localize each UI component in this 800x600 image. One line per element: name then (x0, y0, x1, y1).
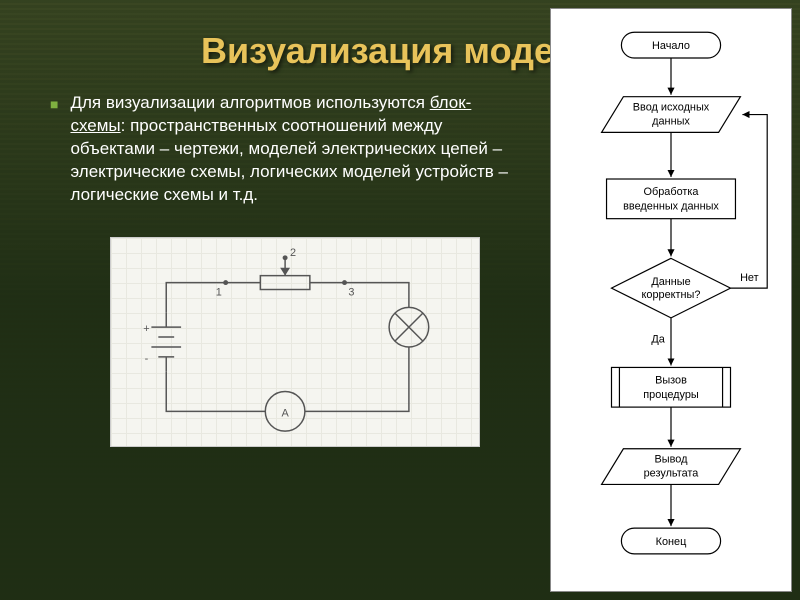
node-dot (283, 255, 288, 260)
battery-minus-label: - (145, 352, 149, 364)
node1-label: 1 (216, 286, 222, 298)
fc-end-label: Конец (656, 536, 687, 548)
fc-process-l2: введенных данных (623, 201, 719, 213)
fc-decision-l2: корректны? (642, 289, 701, 301)
node-dot (223, 280, 228, 285)
fc-call-l1: Вызов (655, 374, 687, 386)
ammeter-label: A (281, 407, 289, 419)
fc-input-l2: данных (652, 115, 690, 127)
node-dot (342, 280, 347, 285)
bullet-icon: ■ (50, 96, 58, 207)
bullet-block: ■ Для визуализации алгоритмов используют… (50, 92, 510, 207)
fc-decision-l1: Данные (651, 276, 690, 288)
wire (305, 347, 409, 411)
node2-label: 2 (290, 247, 296, 259)
fc-input-l1: Ввод исходных (633, 102, 710, 114)
flowchart-panel: Начало Ввод исходных данных Обработка вв… (550, 8, 792, 592)
left-column: ■ Для визуализации алгоритмов используют… (0, 92, 530, 447)
fc-process-l1: Обработка (644, 186, 700, 198)
wire (310, 282, 409, 307)
para-prefix: Для визуализации алгоритмов используются (70, 93, 429, 112)
circuit-diagram: + - 1 2 3 A (110, 237, 480, 447)
node3-label: 3 (348, 286, 354, 298)
para-suffix: : пространственных соотношений между объ… (70, 116, 507, 204)
potentiometer-body (260, 275, 310, 289)
fc-output-l2: результата (644, 468, 700, 480)
wire (166, 371, 265, 411)
body-text: Для визуализации алгоритмов используются… (70, 92, 510, 207)
fc-output-l1: Вывод (655, 454, 689, 466)
fc-start-label: Начало (652, 40, 690, 52)
fc-yes-label: Да (651, 334, 665, 346)
wire (166, 282, 260, 312)
fc-no-label: Нет (740, 272, 759, 284)
wiper-arrow-icon (280, 267, 290, 275)
fc-call-l2: процедуры (643, 389, 699, 401)
battery-plus-label: + (143, 323, 149, 335)
